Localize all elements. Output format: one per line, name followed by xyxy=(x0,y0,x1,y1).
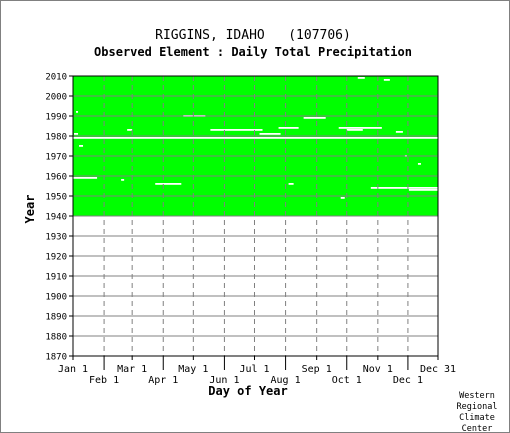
x-tick-label: Dec 31 xyxy=(420,364,456,375)
missing-data-span xyxy=(73,177,98,179)
credit-line: Western xyxy=(459,391,495,401)
credit-block: Western Regional Climate Center xyxy=(447,391,507,433)
x-axis-label: Day of Year xyxy=(208,384,287,398)
plot-frame xyxy=(72,75,439,357)
missing-data-span xyxy=(127,129,133,131)
missing-data-span xyxy=(155,183,182,185)
x-tick-label: Sep 1 xyxy=(302,364,332,375)
missing-data-span xyxy=(417,163,421,165)
missing-data-span xyxy=(259,133,281,135)
x-tick-label: Mar 1 xyxy=(117,364,147,375)
y-tick-label: 1910 xyxy=(45,273,67,283)
credit-line: Regional xyxy=(456,402,498,412)
x-tick-label: Jul 1 xyxy=(239,364,269,375)
y-tick-label: 1950 xyxy=(45,193,67,203)
y-tick-label: 1940 xyxy=(45,213,67,223)
y-tick-label: 1900 xyxy=(45,293,67,303)
x-tick-label: Jun 1 xyxy=(209,375,239,386)
missing-data-span xyxy=(210,129,263,131)
x-tick-label: Nov 1 xyxy=(363,364,393,375)
chart-title: RIGGINS, IDAHO (107706) xyxy=(155,28,351,43)
missing-data-span xyxy=(288,183,294,185)
y-tick-label: 1870 xyxy=(45,353,67,363)
missing-data-span xyxy=(79,145,84,147)
x-tick-label: Aug 1 xyxy=(271,375,301,386)
missing-data-span xyxy=(408,189,438,191)
credit-line: Climate xyxy=(459,413,495,423)
missing-data-span xyxy=(74,133,79,135)
missing-data-span xyxy=(278,127,299,129)
y-tick-label: 1930 xyxy=(45,233,67,243)
missing-data-span xyxy=(73,137,438,139)
x-tick-label: May 1 xyxy=(178,364,208,375)
missing-data-span xyxy=(303,117,326,119)
y-tick-label: 1980 xyxy=(45,133,67,143)
y-tick-label: 2000 xyxy=(45,93,67,103)
missing-data-span xyxy=(338,127,382,129)
y-tick-label: 1890 xyxy=(45,313,67,323)
x-tick-label: Apr 1 xyxy=(148,375,178,386)
y-tick-label: 1970 xyxy=(45,153,67,163)
y-tick-label: 1880 xyxy=(45,333,67,343)
missing-data-span xyxy=(395,131,403,133)
y-tick-label: 1920 xyxy=(45,253,67,263)
credit-line: Center xyxy=(461,424,493,433)
missing-data-span xyxy=(121,179,125,181)
x-tick-label: Dec 1 xyxy=(393,375,423,386)
missing-data-span xyxy=(346,129,363,131)
y-tick-label: 1960 xyxy=(45,173,67,183)
plot-area: 1870 1880 1890 1900 1910 1920 1930 1940 1950 1960… xyxy=(45,73,456,387)
x-tick-label: Jan 1 xyxy=(58,364,88,375)
data-coverage-block xyxy=(73,76,438,216)
y-tick-label: 2010 xyxy=(45,73,67,83)
missing-data-span xyxy=(340,197,345,199)
y-axis-label: Year xyxy=(23,195,37,224)
x-tick-label: Oct 1 xyxy=(332,375,362,386)
y-tick-label: 1990 xyxy=(45,113,67,123)
missing-data-span xyxy=(370,187,438,189)
missing-data-span xyxy=(76,111,79,113)
missing-data-span xyxy=(357,77,365,79)
chart-subtitle: Observed Element : Daily Total Precipita… xyxy=(94,45,412,59)
missing-data-span xyxy=(383,79,390,81)
x-tick-label: Feb 1 xyxy=(89,375,119,386)
